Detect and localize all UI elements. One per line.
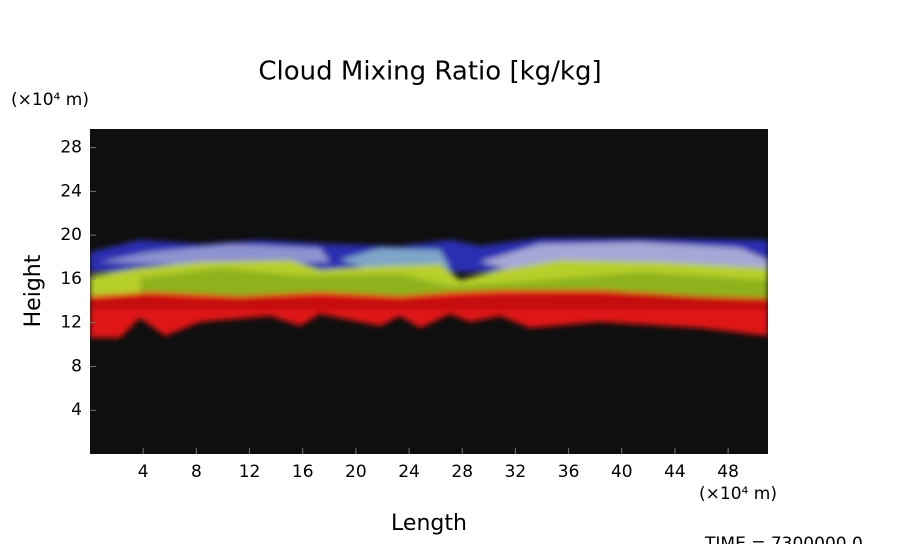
chart-title: Cloud Mixing Ratio [kg/kg] [258,57,601,87]
x-tick-label: 20 [345,462,367,482]
x-unit: (×10⁴ m) [699,484,777,504]
y-unit: (×10⁴ m) [11,90,89,110]
x-tick-label: 4 [138,462,149,482]
footer: TIME = 7300000.0 [704,534,863,544]
y-tick-label: 4 [71,400,82,420]
x-tick-label: 36 [558,462,580,482]
cloud-field [90,238,768,338]
x-tick-label: 24 [398,462,420,482]
y-tick-label: 16 [60,269,82,289]
y-tick-label: 20 [60,225,82,245]
x-tick-label: 28 [451,462,473,482]
x-tick-label: 12 [239,462,261,482]
x-tick-label: 48 [717,462,739,482]
x-tick-label: 44 [664,462,686,482]
y-axis-label: Height [21,254,46,327]
x-tick-label: 8 [191,462,202,482]
x-tick-label: 40 [611,462,633,482]
x-tick-label: 16 [292,462,314,482]
x-axis-label: Length [391,511,467,536]
y-tick-label: 24 [60,181,82,201]
x-tick-label: 32 [505,462,527,482]
y-tick-label: 8 [71,356,82,376]
y-tick-label: 12 [60,313,82,333]
y-tick-label: 28 [60,138,82,158]
